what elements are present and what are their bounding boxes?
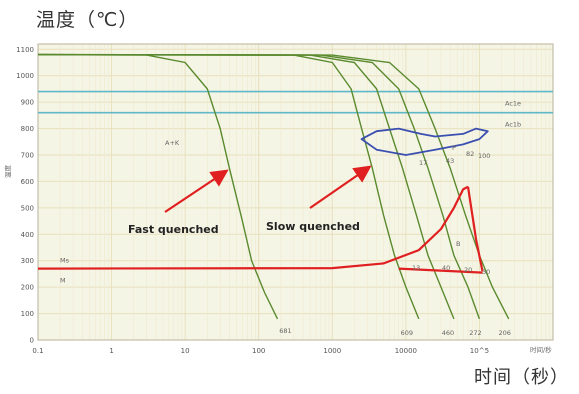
region-number: 82	[466, 150, 474, 158]
cooling-curve-label: 460	[442, 329, 454, 337]
slow-quenched-label: Slow quenched	[266, 220, 360, 233]
phase-label-austenite: A+K	[165, 139, 180, 147]
cooling-curve-681	[37, 53, 279, 320]
m-label: M	[60, 277, 66, 285]
transformation-curve-b-end	[466, 186, 484, 272]
transformation-curve-p-region	[360, 127, 489, 156]
region-number: 17	[419, 159, 427, 167]
fast-quenched-arrow	[164, 169, 229, 213]
transformation-curves	[37, 127, 489, 274]
cooling-curve-609	[37, 53, 420, 320]
y-tick-label: 1000	[16, 72, 34, 80]
cooling-curve-labels: 681 609 460 272 206	[279, 327, 511, 337]
x-tick-label: 1000	[323, 347, 341, 355]
y-tick-label: 200	[21, 284, 34, 292]
x-tick-label: 1	[109, 347, 113, 355]
x-tick-label: 10	[181, 347, 190, 355]
x-ticks: 0.1 1 10 100 1000 10000 10^5	[32, 347, 489, 355]
cooling-curve-label: 681	[279, 327, 291, 335]
plot-frame	[37, 43, 554, 341]
y-tick-label: 0	[30, 337, 34, 345]
y-tick-label: 900	[21, 99, 34, 107]
y-tick-label: 400	[21, 231, 34, 239]
y-tick-label: 100	[21, 310, 34, 318]
critical-line-label: Ac1e	[505, 100, 521, 108]
slow-quenched-arrow	[309, 165, 372, 209]
y-tick-label: 500	[21, 204, 34, 212]
critical-temperature-lines: Ac1e Ac1b	[38, 90, 553, 129]
x-axis-title: 时间（秒）	[474, 367, 569, 388]
y-tick-label: 800	[21, 125, 34, 133]
y-tick-label: 700	[21, 152, 34, 160]
cooling-curve-label: 206	[498, 329, 510, 337]
plot-area	[38, 44, 553, 340]
grid-lines	[37, 43, 554, 341]
fast-quenched-label: Fast quenched	[128, 223, 219, 236]
critical-line-label: Ac1b	[505, 121, 521, 129]
y-axis-small-label: 温度	[3, 165, 12, 179]
x-tick-label: 10000	[395, 347, 417, 355]
cooling-curve-label: 272	[469, 329, 481, 337]
ms-label: Ms	[60, 257, 70, 265]
region-number: 30	[482, 268, 490, 276]
region-number: 13	[412, 264, 420, 272]
y-axis-title: 温度（℃）	[36, 9, 139, 31]
transformation-curve-b-lower	[398, 267, 483, 274]
phase-label-bainite: B	[456, 240, 460, 248]
x-tick-label: 100	[252, 347, 265, 355]
y-tick-label: 1100	[16, 46, 34, 54]
region-number: 20	[464, 266, 472, 274]
y-tick-label: 300	[21, 257, 34, 265]
y-ticks: 0 100 200 300 400 500 600 700 800 900 1000 1100	[16, 46, 34, 345]
region-number: 100	[478, 152, 490, 160]
phase-label-pearlite: P	[452, 144, 456, 152]
x-axis-small-label: 时间/秒	[530, 345, 552, 354]
x-tick-label: 10^5	[470, 347, 489, 355]
region-number: 43	[446, 157, 454, 165]
cooling-curve-label: 609	[401, 329, 413, 337]
transformation-curve-b-start	[37, 185, 469, 270]
region-number: 40	[442, 264, 450, 272]
y-tick-label: 600	[21, 178, 34, 186]
x-tick-label: 0.1	[32, 347, 43, 355]
